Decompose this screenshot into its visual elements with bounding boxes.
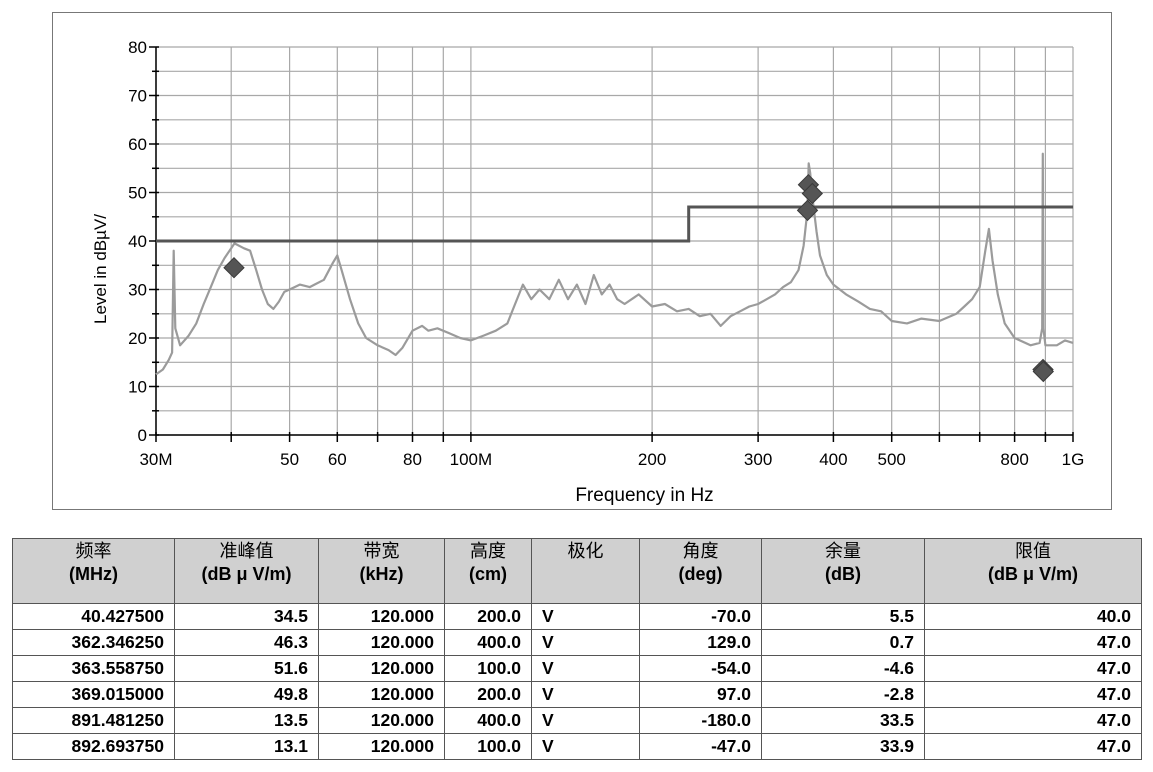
table-row: 363.558750 51.6 120.000 100.0 V -54.0 -4…	[12, 655, 1142, 682]
y-tick-label: 30	[128, 281, 147, 300]
header-polarization: 极化	[531, 538, 640, 604]
cell-polarization: V	[531, 603, 640, 630]
cell-margin: 5.5	[761, 603, 925, 630]
cell-margin: 33.9	[761, 733, 925, 760]
cell-frequency: 369.015000	[12, 681, 175, 708]
table-row: 892.693750 13.1 120.000 100.0 V -47.0 33…	[12, 733, 1142, 760]
cell-frequency: 891.481250	[12, 707, 175, 734]
cell-bandwidth: 120.000	[318, 629, 445, 656]
cell-quasi-peak: 13.1	[174, 733, 319, 760]
y-axis-label: Level in dBµV/	[91, 214, 110, 324]
cell-bandwidth: 120.000	[318, 655, 445, 682]
cell-bandwidth: 120.000	[318, 681, 445, 708]
header-margin: 余量 (dB)	[761, 538, 925, 604]
x-tick-label: 1G	[1062, 450, 1085, 469]
cell-polarization: V	[531, 733, 640, 760]
cell-polarization: V	[531, 629, 640, 656]
x-tick-label: 500	[878, 450, 906, 469]
y-tick-label: 40	[128, 232, 147, 251]
results-table: 频率 (MHz) 准峰值 (dB μ V/m) 带宽 (kHz) 高度 (cm) 极化 …	[12, 538, 1142, 760]
x-tick-label: 80	[403, 450, 422, 469]
cell-polarization: V	[531, 707, 640, 734]
cell-quasi-peak: 49.8	[174, 681, 319, 708]
table-row: 40.427500 34.5 120.000 200.0 V -70.0 5.5…	[12, 603, 1142, 630]
cell-margin: 33.5	[761, 707, 925, 734]
cell-margin: -4.6	[761, 655, 925, 682]
x-tick-label: 60	[328, 450, 347, 469]
cell-frequency: 40.427500	[12, 603, 175, 630]
emission-plot: 0 10 20 30 40 50 60 70 80 30M 50 60 80 100M 200 300 400 5…	[91, 38, 1085, 506]
cell-angle: -70.0	[639, 603, 762, 630]
cell-bandwidth: 120.000	[318, 707, 445, 734]
header-frequency: 频率 (MHz)	[12, 538, 175, 604]
cell-margin: 0.7	[761, 629, 925, 656]
table-row: 369.015000 49.8 120.000 200.0 V 97.0 -2.…	[12, 681, 1142, 708]
cell-height: 400.0	[444, 707, 532, 734]
cell-frequency: 362.346250	[12, 629, 175, 656]
y-tick-label: 60	[128, 135, 147, 154]
y-tick-label: 80	[128, 38, 147, 57]
cell-angle: 97.0	[639, 681, 762, 708]
table-header-row: 频率 (MHz) 准峰值 (dB μ V/m) 带宽 (kHz) 高度 (cm) 极化 …	[12, 538, 1142, 604]
cell-limit: 47.0	[924, 707, 1142, 734]
measurement-marker	[796, 199, 819, 222]
y-tick-label: 50	[128, 184, 147, 203]
cell-quasi-peak: 13.5	[174, 707, 319, 734]
table-row: 891.481250 13.5 120.000 400.0 V -180.0 3…	[12, 707, 1142, 734]
header-bandwidth: 带宽 (kHz)	[318, 538, 445, 604]
cell-height: 200.0	[444, 681, 532, 708]
limit-line	[156, 205, 1073, 243]
cell-height: 200.0	[444, 603, 532, 630]
cell-polarization: V	[531, 655, 640, 682]
x-tick-label: 300	[744, 450, 772, 469]
cell-angle: -180.0	[639, 707, 762, 734]
cell-angle: -54.0	[639, 655, 762, 682]
cell-bandwidth: 120.000	[318, 733, 445, 760]
cell-limit: 47.0	[924, 629, 1142, 656]
x-axis-label: Frequency in Hz	[575, 485, 713, 506]
x-tick-label: 200	[638, 450, 666, 469]
cell-quasi-peak: 51.6	[174, 655, 319, 682]
cell-limit: 47.0	[924, 681, 1142, 708]
x-tick-label: 50	[280, 450, 299, 469]
table-row: 362.346250 46.3 120.000 400.0 V 129.0 0.…	[12, 629, 1142, 656]
cell-quasi-peak: 34.5	[174, 603, 319, 630]
header-quasi-peak: 准峰值 (dB μ V/m)	[174, 538, 319, 604]
x-tick-label: 100M	[450, 450, 493, 469]
header-angle: 角度 (deg)	[639, 538, 762, 604]
header-height: 高度 (cm)	[444, 538, 532, 604]
cell-bandwidth: 120.000	[318, 603, 445, 630]
header-limit: 限值 (dB μ V/m)	[924, 538, 1142, 604]
y-tick-label: 70	[128, 87, 147, 106]
x-tick-label: 400	[819, 450, 847, 469]
cell-quasi-peak: 46.3	[174, 629, 319, 656]
y-tick-label: 10	[128, 378, 147, 397]
measurement-marker	[223, 256, 245, 279]
cell-height: 400.0	[444, 629, 532, 656]
cell-height: 100.0	[444, 733, 532, 760]
cell-height: 100.0	[444, 655, 532, 682]
cell-angle: -47.0	[639, 733, 762, 760]
measurement-marker	[1032, 360, 1055, 383]
cell-polarization: V	[531, 681, 640, 708]
cell-angle: 129.0	[639, 629, 762, 656]
spectrum-trace	[155, 152, 1074, 376]
y-tick-label: 20	[128, 329, 147, 348]
cell-margin: -2.8	[761, 681, 925, 708]
emission-chart: 0 10 20 30 40 50 60 70 80 30M 50 60 80 100M 200 300 400 5…	[52, 12, 1112, 510]
cell-frequency: 892.693750	[12, 733, 175, 760]
x-tick-label: 30M	[139, 450, 172, 469]
measurement-marker	[801, 182, 824, 205]
cell-limit: 47.0	[924, 733, 1142, 760]
y-tick-label: 0	[138, 426, 147, 445]
x-tick-label: 800	[1000, 450, 1028, 469]
cell-frequency: 363.558750	[12, 655, 175, 682]
cell-limit: 40.0	[924, 603, 1142, 630]
cell-limit: 47.0	[924, 655, 1142, 682]
